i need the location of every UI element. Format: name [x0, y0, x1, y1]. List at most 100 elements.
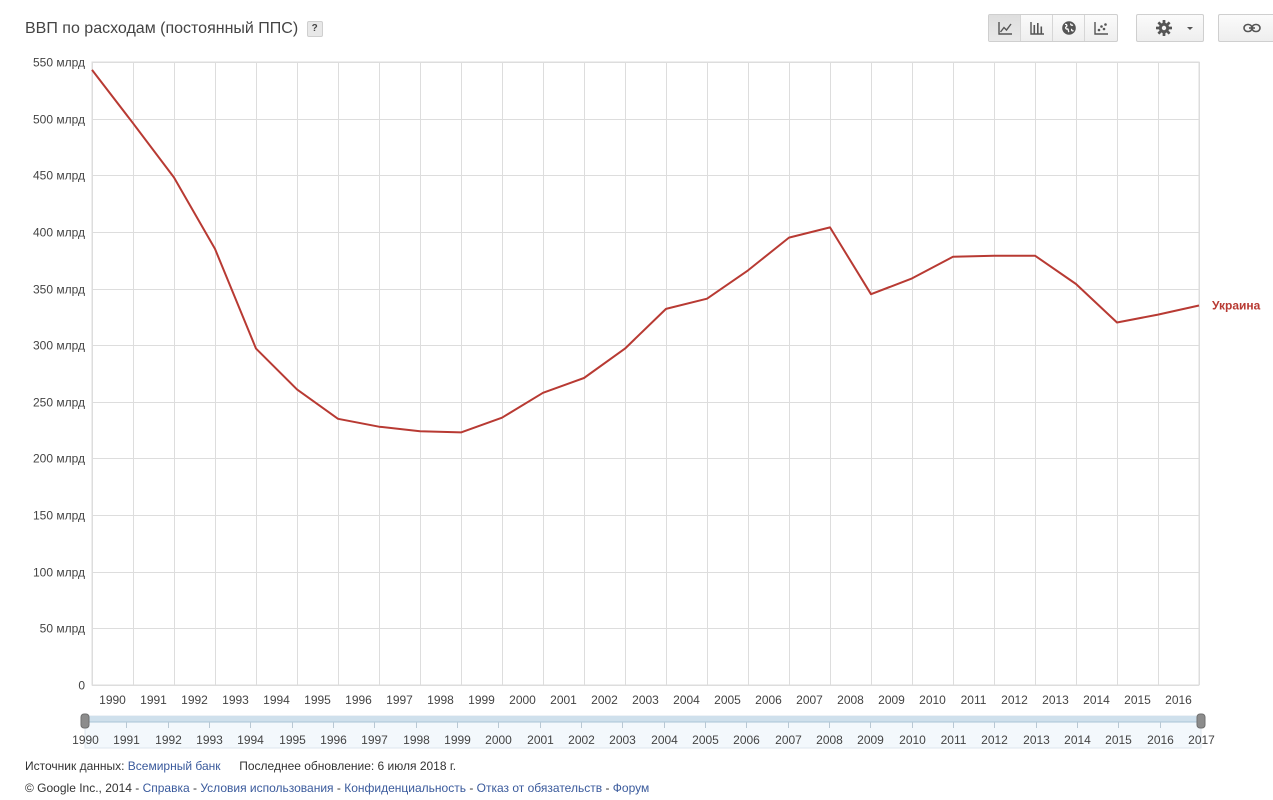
x-tick-label: 2012	[1001, 693, 1028, 707]
slider-tick-label: 2017	[1188, 733, 1215, 747]
y-tick-label: 450 млрд	[33, 169, 85, 183]
series-label: Украина	[1212, 299, 1261, 313]
x-tick-label: 1992	[181, 693, 208, 707]
x-tick-label: 2003	[632, 693, 659, 707]
bar-chart-icon	[1029, 22, 1044, 35]
slider-tick-label: 2014	[1064, 733, 1091, 747]
slider-tick-label: 2001	[527, 733, 554, 747]
slider-selected-range	[85, 716, 1201, 722]
scatter-chart-icon	[1094, 22, 1108, 35]
slider-tick-label: 2000	[485, 733, 512, 747]
x-tick-label: 2006	[755, 693, 782, 707]
slider-start-handle[interactable]	[80, 713, 90, 729]
x-tick-label: 1996	[345, 693, 372, 707]
slider-tick-label: 1991	[113, 733, 140, 747]
slider-tick-label: 2011	[941, 733, 967, 747]
help-button[interactable]: ?	[306, 21, 323, 37]
x-tick-label: 2009	[878, 693, 905, 707]
slider-tick-label: 2003	[609, 733, 636, 747]
bar-chart-button[interactable]	[1021, 15, 1053, 41]
source-label: Источник данных:	[25, 759, 125, 773]
slider-tick-label: 2004	[651, 733, 678, 747]
chart-type-toolbar	[988, 14, 1118, 42]
slider-tick-label: 1998	[403, 733, 430, 747]
slider-tick-label: 1992	[155, 733, 182, 747]
settings-button[interactable]	[1137, 15, 1203, 41]
y-tick-label: 550 млрд	[33, 56, 85, 70]
x-tick-label: 2013	[1042, 693, 1069, 707]
source-link[interactable]: Всемирный банк	[127, 759, 221, 773]
slider-tick-label: 2008	[816, 733, 843, 747]
y-tick-label: 100 млрд	[33, 566, 85, 580]
slider-tick-label: 1996	[320, 733, 347, 747]
time-range-slider[interactable]: 1990 1991 1992 1993 1994 1995 1996 1997 1998 1999…	[72, 713, 1215, 749]
slider-end-handle[interactable]	[1196, 713, 1206, 729]
plot-area	[91, 61, 1200, 686]
x-tick-label: 2007	[796, 693, 823, 707]
x-tick-label: 2002	[591, 693, 618, 707]
grid	[91, 61, 1200, 686]
scatter-chart-button[interactable]	[1085, 15, 1117, 41]
footer-separator: -	[605, 781, 610, 795]
x-tick-label: 1991	[140, 693, 167, 707]
y-tick-label: 400 млрд	[33, 226, 85, 240]
footer-link-forum[interactable]: Форум	[612, 781, 650, 795]
data-source-line: Источник данных: Всемирный банк Последне…	[25, 759, 456, 773]
y-tick-label: 500 млрд	[33, 113, 85, 127]
x-tick-label: 2010	[919, 693, 946, 707]
slider-tick-label: 1999	[444, 733, 471, 747]
slider-tick-label: 2013	[1023, 733, 1050, 747]
x-tick-label: 2004	[673, 693, 700, 707]
link-button[interactable]	[1219, 15, 1273, 41]
footer-link-help[interactable]: Справка	[142, 781, 190, 795]
footer-separator: -	[336, 781, 341, 795]
y-tick-label: 350 млрд	[33, 283, 85, 297]
slider-tick-label: 1995	[279, 733, 306, 747]
slider-tick-label: 2015	[1105, 733, 1132, 747]
slider-tick-label: 2002	[568, 733, 595, 747]
x-tick-label: 2011	[961, 693, 987, 707]
slider-tick-label: 1993	[196, 733, 223, 747]
y-tick-label: 150 млрд	[33, 509, 85, 523]
footer-separator: -	[193, 781, 198, 795]
footer-link-terms[interactable]: Условия использования	[200, 781, 334, 795]
series-line	[91, 69, 1200, 434]
x-tick-label: 1994	[263, 693, 290, 707]
slider-tick-label: 1990	[72, 733, 99, 747]
slider-tick-label: 2016	[1147, 733, 1174, 747]
footer-links: © Google Inc., 2014 - Справка - Условия …	[25, 781, 649, 795]
y-tick-label: 200 млрд	[33, 452, 85, 466]
globe-map-icon	[1061, 21, 1076, 35]
x-tick-label: 2014	[1083, 693, 1110, 707]
x-tick-label: 1997	[386, 693, 413, 707]
x-tick-label: 1998	[427, 693, 454, 707]
line-chart[interactable]: 0 50 млрд 100 млрд 150 млрд 200 млрд 250 млрд…	[0, 0, 1273, 760]
x-tick-label: 2000	[509, 693, 536, 707]
series-layer	[91, 69, 1200, 434]
x-tick-label: 2001	[550, 693, 577, 707]
chart-title-text: ВВП по расходам (постоянный ППС)	[25, 20, 299, 37]
slider-tick-label: 2012	[981, 733, 1008, 747]
line-chart-button[interactable]	[989, 15, 1021, 41]
x-tick-label: 1993	[222, 693, 249, 707]
y-tick-label: 250 млрд	[33, 396, 85, 410]
slider-tick-label: 1997	[361, 733, 388, 747]
link-toolbar	[1218, 14, 1273, 42]
x-tick-label: 2008	[837, 693, 864, 707]
copyright: © Google Inc., 2014 -	[25, 781, 140, 795]
gear-icon	[1156, 20, 1172, 36]
map-button[interactable]	[1053, 15, 1085, 41]
x-tick-label: 2016	[1165, 693, 1192, 707]
chart-title: ВВП по расходам (постоянный ППС) ?	[25, 20, 323, 38]
slider-tick-label: 2006	[733, 733, 760, 747]
footer-link-disclaimer[interactable]: Отказ от обязательств	[476, 781, 603, 795]
footer-link-privacy[interactable]: Конфиденциальность	[344, 781, 466, 795]
slider-tick-label: 2007	[775, 733, 802, 747]
caret-down-icon	[1187, 27, 1193, 30]
x-tick-label: 1999	[468, 693, 495, 707]
slider-tick-label: 2009	[857, 733, 884, 747]
x-tick-label: 2005	[714, 693, 741, 707]
slider-tick-label: 2010	[899, 733, 926, 747]
y-tick-label: 50 млрд	[40, 622, 85, 636]
